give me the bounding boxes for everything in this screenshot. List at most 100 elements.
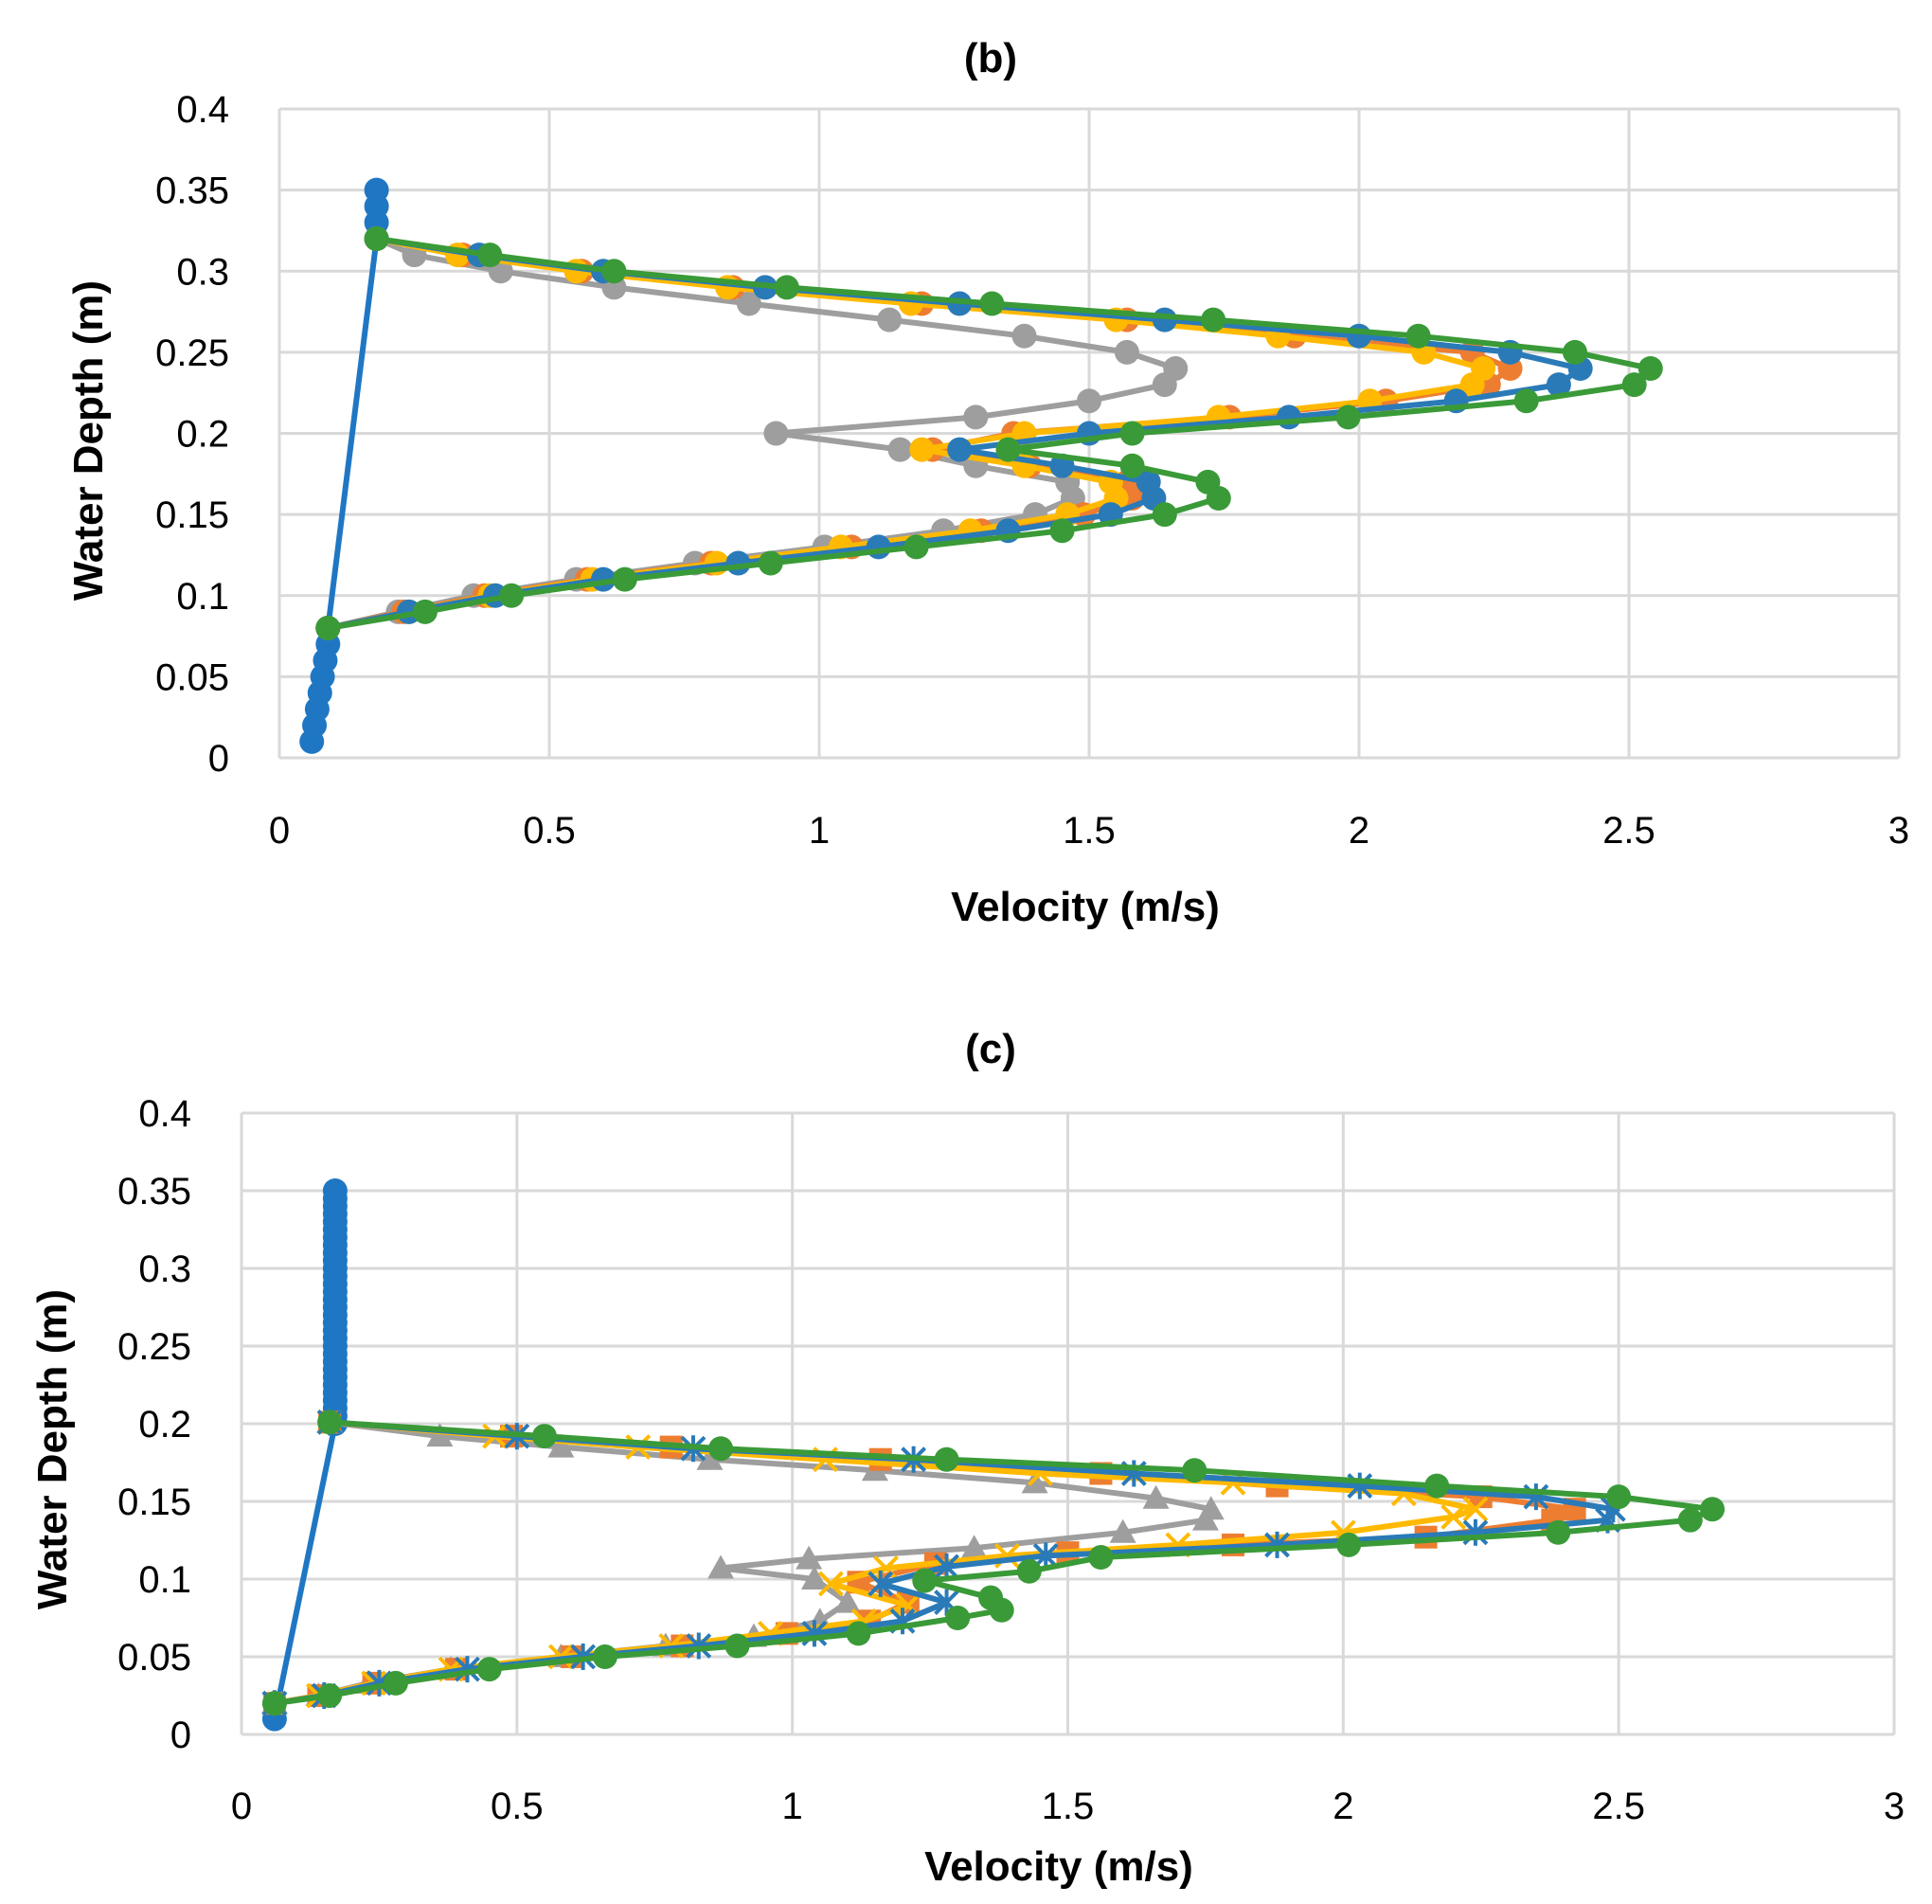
data-point	[774, 275, 799, 300]
data-point	[707, 1554, 735, 1579]
data-point	[1621, 372, 1647, 398]
data-point	[1546, 372, 1571, 398]
data-point	[800, 1566, 828, 1590]
data-point	[1088, 1545, 1114, 1571]
x-axis-label: Velocity (m/s)	[951, 884, 1220, 930]
y-tick-label: 0.35	[155, 171, 229, 212]
x-tick-label: 3	[1888, 810, 1909, 852]
y-tick-label: 0.15	[155, 494, 229, 536]
data-point	[1276, 404, 1301, 430]
data-point	[601, 259, 627, 284]
chart-b: (b) Velocity (m/s) Water Depth (m) 0 0.5 1…	[65, 35, 1909, 930]
data-point	[909, 437, 935, 462]
data-point	[995, 437, 1021, 462]
data-point	[1136, 469, 1161, 494]
data-point	[1677, 1507, 1703, 1533]
y-tick-label: 0.1	[138, 1559, 191, 1601]
data-point	[1197, 1496, 1225, 1520]
data-point	[383, 1670, 408, 1696]
data-point	[1163, 356, 1189, 381]
series-blue	[261, 1178, 348, 1732]
data-point	[1182, 1458, 1208, 1483]
chart-title: (b)	[964, 35, 1017, 81]
data-point	[1440, 1503, 1467, 1530]
data-point	[499, 583, 525, 608]
data-point	[1637, 356, 1663, 381]
data-point	[1114, 339, 1139, 365]
data-point	[1011, 323, 1037, 349]
data-point	[1049, 518, 1075, 544]
data-point	[796, 1545, 823, 1570]
data-point	[1119, 421, 1145, 446]
data-point	[1513, 388, 1539, 414]
data-point	[547, 1433, 575, 1458]
y-axis-label: Water Depth (m)	[29, 1289, 76, 1609]
x-tick-label: 2	[1349, 810, 1369, 852]
data-point	[960, 1535, 988, 1559]
data-point	[592, 1644, 617, 1669]
data-point	[1109, 1518, 1136, 1543]
gridlines	[277, 107, 1901, 760]
x-tick-label: 1.5	[1042, 1786, 1095, 1827]
x-tick-label: 0	[269, 810, 290, 852]
data-point	[846, 1621, 871, 1646]
x-tick-label: 2	[1333, 1786, 1353, 1827]
x-tick-label: 0	[231, 1786, 252, 1827]
data-point	[979, 291, 1005, 316]
x-tick-label: 2.5	[1602, 810, 1655, 852]
y-tick-label: 0.25	[155, 332, 229, 374]
series-green	[315, 226, 1663, 640]
chart-c: (c) Velocity (m/s) Water Depth (m) 0 0.5 1…	[29, 1026, 1905, 1890]
y-tick-label: 0.35	[117, 1171, 191, 1212]
data-point	[1462, 1496, 1489, 1522]
data-point	[1336, 1532, 1362, 1557]
data-point	[1152, 502, 1177, 528]
data-point	[1546, 1519, 1571, 1545]
data-point	[963, 404, 989, 430]
data-point	[364, 177, 389, 203]
data-point	[873, 1555, 899, 1581]
chart-title: (c)	[965, 1026, 1016, 1072]
y-tick-label: 0.15	[117, 1482, 191, 1523]
data-point	[763, 421, 789, 446]
x-axis-label: Velocity (m/s)	[924, 1843, 1193, 1890]
chart-panel-b: (b) Velocity (m/s) Water Depth (m) 0 0.5 1…	[0, 0, 1932, 947]
series-line	[274, 1419, 1715, 1707]
data-point	[868, 1570, 894, 1597]
data-point	[1347, 323, 1371, 349]
data-point	[887, 437, 913, 462]
data-point	[817, 1571, 844, 1597]
data-point	[978, 1585, 1004, 1610]
y-tick-label: 0.2	[176, 414, 229, 456]
data-point	[317, 1683, 343, 1708]
x-tick-label: 0.5	[491, 1786, 544, 1827]
x-tick-label: 2.5	[1592, 1786, 1645, 1827]
data-point	[412, 599, 438, 624]
data-point	[696, 1446, 724, 1470]
data-point	[426, 1423, 454, 1447]
data-point	[1152, 307, 1177, 332]
series-green	[261, 1410, 1726, 1716]
data-point	[945, 1606, 971, 1630]
data-point	[1405, 323, 1431, 349]
y-axis-label: Water Depth (m)	[65, 280, 112, 601]
x-tick-label: 0.5	[523, 810, 576, 852]
x-tick-label: 1	[782, 1786, 803, 1827]
data-point	[736, 291, 761, 316]
data-point	[317, 1410, 343, 1435]
data-point	[1424, 1473, 1450, 1499]
data-point	[758, 550, 783, 576]
data-point	[1195, 469, 1221, 494]
data-point	[531, 1424, 557, 1449]
data-point	[934, 1446, 959, 1472]
y-tick-label: 0.1	[176, 576, 229, 618]
y-tick-label: 0.3	[138, 1248, 191, 1290]
data-point	[708, 1436, 734, 1462]
data-point	[477, 242, 503, 268]
data-point	[903, 534, 929, 560]
data-point	[455, 1656, 480, 1683]
data-point	[1264, 1531, 1290, 1558]
x-tick-label: 1	[809, 810, 830, 852]
y-tick-label: 0.2	[138, 1404, 191, 1446]
chart-panel-c: (c) Velocity (m/s) Water Depth (m) 0 0.5 1…	[0, 1004, 1932, 1904]
